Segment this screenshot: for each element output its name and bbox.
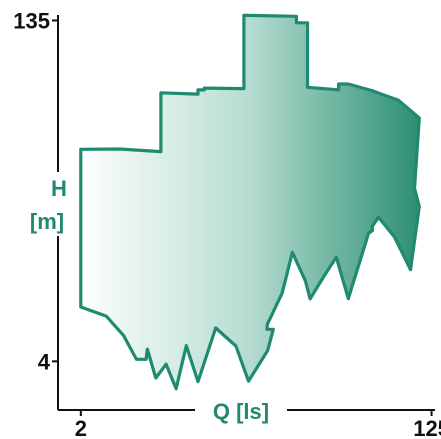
tick-layer: 2 125 4 135 [13, 8, 441, 439]
y-axis-title-line-1: H [51, 176, 67, 201]
x-tick-label: 125 [413, 416, 441, 439]
y-tick-label: 135 [13, 8, 50, 33]
x-tick-label: 2 [75, 416, 87, 439]
y-axis-title-background [20, 172, 72, 236]
operating-range-area [79, 13, 421, 391]
area-layer [79, 13, 421, 391]
x-axis-title: Q [ls] [213, 399, 269, 424]
y-axis-title-line-2: [m] [30, 209, 64, 234]
axis-titles: Q [ls] H [m] [20, 172, 287, 425]
x-axis-title-background [195, 395, 287, 425]
y-tick-label: 4 [38, 349, 51, 374]
